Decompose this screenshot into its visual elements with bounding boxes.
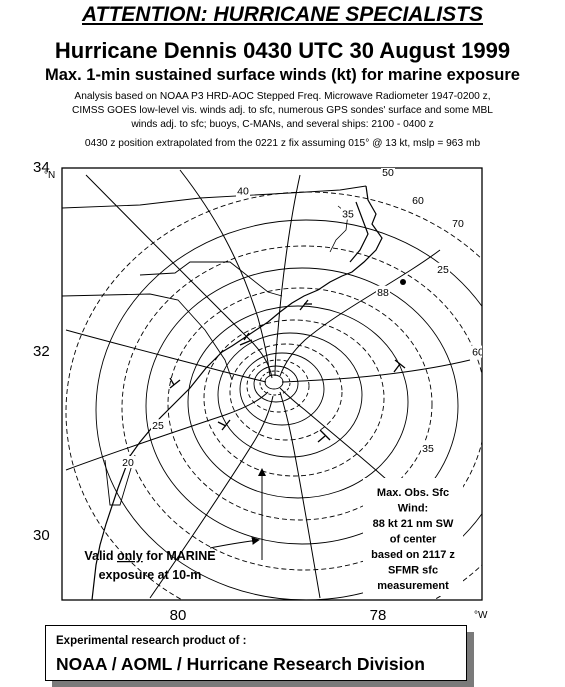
latitude-unit: °N: [44, 170, 55, 181]
valid-note: Valid only for MARINE exposure at 10-m: [84, 549, 215, 582]
observation-note-line: Wind:: [398, 503, 428, 515]
credit-box: Experimental research product of : NOAA …: [45, 625, 467, 681]
isotach-label-bg: [151, 419, 165, 432]
observation-note-line: of center: [390, 534, 437, 546]
streamlines: [65, 169, 471, 599]
isotach-label-bg: [411, 193, 425, 206]
isotach-label: 35: [532, 457, 544, 469]
valid-note-line-1: Valid only for MARINE: [84, 549, 215, 563]
isotach-label-bg: [511, 359, 525, 371]
valid-note-line-2: exposure at 10-m: [99, 568, 202, 582]
observation-note-line: 88 kt 21 nm SW: [373, 518, 454, 530]
observation-note-line: measurement: [377, 580, 449, 592]
isotach-label-bg: [491, 300, 505, 312]
isotach-label: 50: [382, 167, 394, 179]
isotach-label: 45: [512, 176, 524, 188]
eyewall-rings: [246, 359, 310, 413]
isotach-label-bg: [471, 345, 482, 358]
isotach-label-bg: [236, 184, 250, 197]
isotach-label-bg: [451, 216, 465, 229]
isotach-label: 35: [422, 443, 434, 455]
page-subtitle: Max. 1-min sustained surface winds (kt) …: [45, 66, 520, 84]
isotach-label: 20: [122, 457, 134, 469]
isotach-label-bg: [376, 285, 390, 298]
isotach-label-bg: [421, 442, 435, 455]
isotach-label-bg: [436, 262, 450, 275]
position-note: 0430 z position extrapolated from the 02…: [84, 138, 481, 149]
observation-note: Max. Obs. Sfc Wind: 88 kt 21 nm SW of cente…: [363, 478, 463, 596]
credit-line-2: NOAA / AOML / Hurricane Research Divisio…: [56, 654, 425, 674]
axis-units: °N °W: [44, 170, 488, 621]
isotach-label: 35: [342, 209, 354, 221]
credit-line-1: Experimental research product of :: [56, 635, 247, 647]
lon-label-78: 78: [370, 607, 387, 624]
lat-label-34: 34: [33, 160, 50, 176]
isotach-contours: [65, 191, 482, 600]
latitude-labels: 36343230: [33, 160, 50, 544]
longitude-labels: 807876: [170, 607, 387, 624]
isotach-label-bg: [381, 168, 395, 179]
storm-center: [400, 279, 406, 285]
isotach-label-bg: [551, 392, 565, 404]
isotach-label-bg: [531, 309, 545, 321]
isotach-label: 60: [472, 347, 484, 359]
isotach-label: 55: [512, 360, 524, 372]
analysis-note-3: winds adj. to sfc; buoys, C-MANs, and se…: [131, 119, 434, 130]
isotach-label: 25: [152, 420, 164, 432]
lat-label-32: 32: [33, 343, 50, 360]
isotach-label-bg: [531, 456, 545, 468]
longitude-unit: °W: [474, 610, 488, 621]
isotach-label: 70: [492, 301, 504, 313]
isotach-label-bg: [561, 488, 565, 500]
analysis-note-2: CIMSS GOES low-level vis. winds adj. to …: [72, 105, 493, 116]
isotach-label-bg: [341, 207, 355, 220]
wind-analysis-map: 1515202515202025303035404550607035258870…: [33, 160, 565, 624]
isotach-label: 88: [377, 287, 389, 299]
isotach-label-bg: [121, 456, 135, 468]
isotach-label: 70: [452, 218, 464, 230]
observation-note-bg: [363, 478, 463, 596]
isotach-label: 60: [412, 195, 424, 207]
lat-label-30: 30: [33, 527, 50, 544]
isotach-label: 50: [552, 393, 564, 405]
isotach-label: 40: [237, 186, 249, 198]
isotach-label: 25: [437, 264, 449, 276]
lon-label-80: 80: [170, 607, 187, 624]
isotach-label-bg: [511, 175, 525, 187]
observation-note-line: Max. Obs. Sfc: [377, 487, 449, 499]
attention-heading: ATTENTION: HURRICANE SPECIALISTS: [82, 3, 483, 26]
isotach-label: 65: [532, 310, 544, 322]
observation-note-line: based on 2117 z: [371, 549, 455, 561]
outer-banks: [349, 201, 369, 263]
observation-note-line: SFMR sfc: [388, 565, 438, 577]
page-title: Hurricane Dennis 0430 UTC 30 August 1999: [54, 38, 511, 63]
analysis-note-1: Analysis based on NOAA P3 HRD-AOC Steppe…: [74, 91, 491, 102]
coastline: [91, 185, 383, 600]
wind-barbs: [169, 299, 406, 443]
